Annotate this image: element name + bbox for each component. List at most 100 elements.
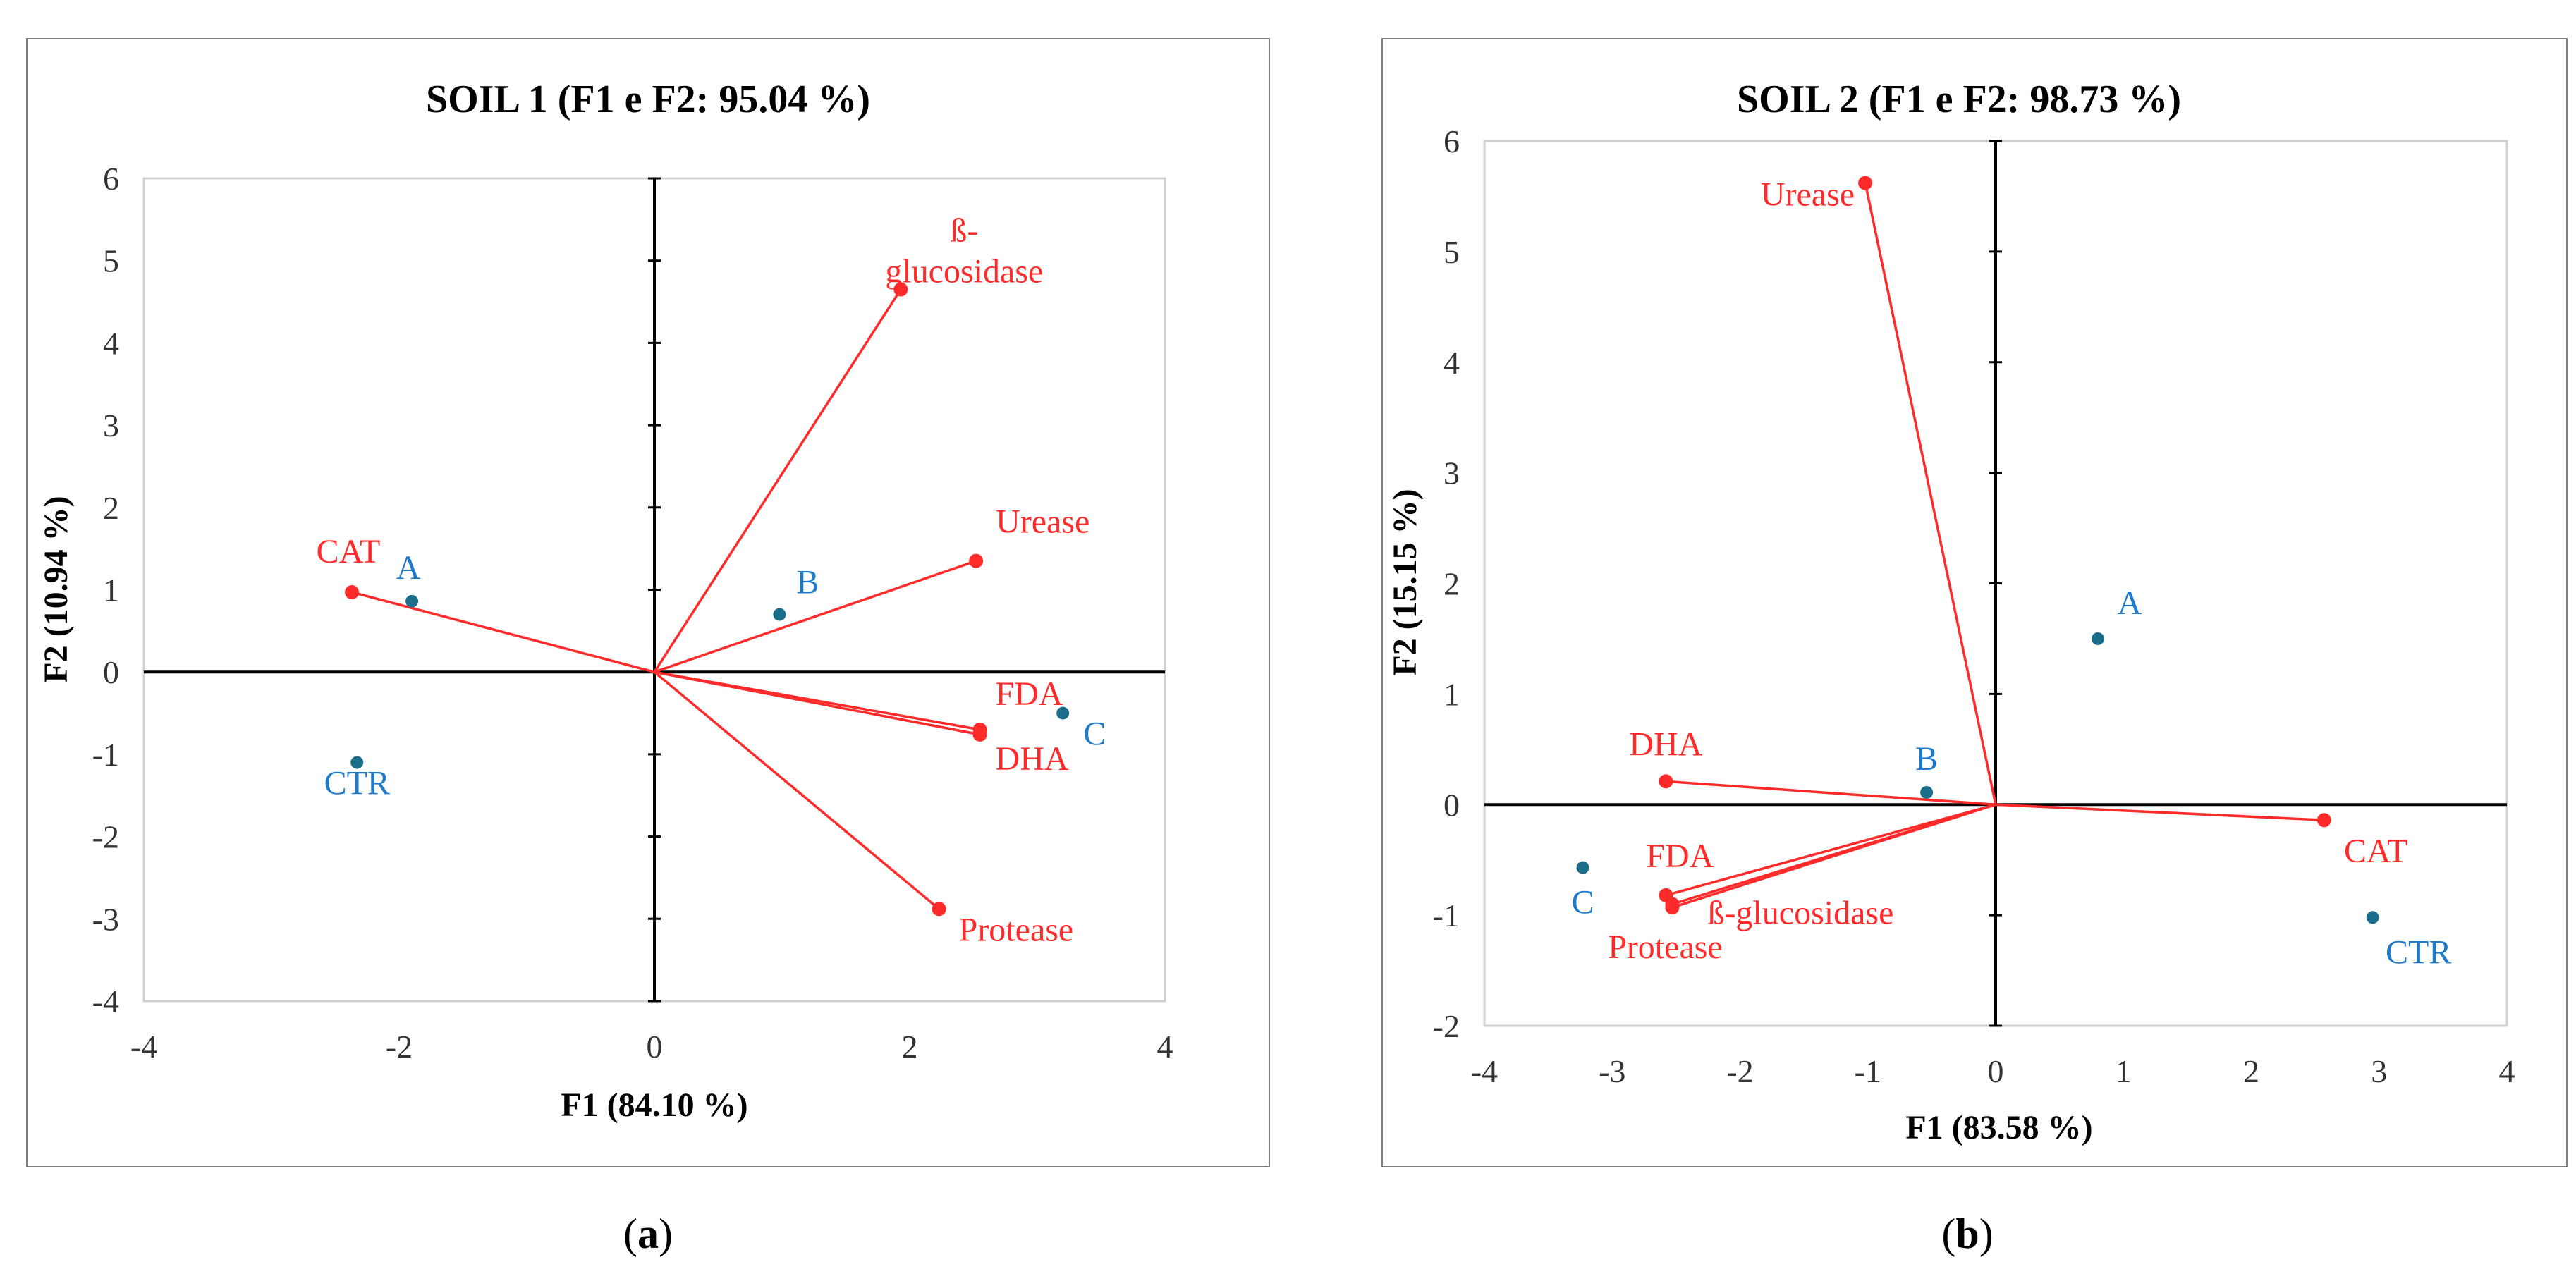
observation-label-ctr: CTR (2386, 933, 2451, 971)
observation-label-c: C (1083, 716, 1106, 753)
vector-line--glucosidase (653, 288, 902, 673)
y-tick-label: 6 (1443, 123, 1460, 159)
vector-label--glucosidase: ß-glucosidase (885, 212, 1043, 290)
x-tick-label: 0 (1988, 1053, 2004, 1089)
y-tick-label: 0 (1443, 787, 1460, 823)
observation-label-b: B (796, 564, 819, 601)
vector-line-dha (1666, 780, 1996, 806)
caption-a-open: ( (623, 1210, 637, 1257)
caption-b: (b) (1941, 1210, 1993, 1257)
chart-title: SOIL 2 (F1 e F2: 98.73 %) (1737, 78, 2181, 121)
observation-point-c (1056, 706, 1070, 720)
x-tick-label: -3 (1599, 1053, 1625, 1089)
vector-line-urease (654, 560, 977, 673)
y-tick-label: 6 (103, 161, 119, 197)
y-tick-label: 1 (103, 572, 119, 608)
y-tick-label: 2 (103, 490, 119, 526)
y-tick-label: 0 (103, 654, 119, 690)
x-tick-label: -2 (386, 1029, 413, 1065)
x-tick-label: -4 (1471, 1053, 1498, 1089)
y-tick-label: 4 (1443, 345, 1460, 381)
vector-point-dha (1659, 774, 1673, 789)
vector-line-urease (1864, 183, 1997, 805)
observation-point-b (1920, 785, 1934, 799)
vector-line-fda (1665, 803, 1996, 897)
x-tick-label: -2 (1726, 1053, 1753, 1089)
vector-label-urease: Urease (996, 503, 1089, 541)
vector-point-cat (2316, 813, 2331, 828)
vector-point-urease (969, 553, 984, 568)
x-tick-label: -1 (1855, 1053, 1881, 1089)
vector-line-protease (1671, 803, 1996, 909)
caption-b-close: ) (1979, 1210, 1994, 1257)
panel-frame (1381, 38, 2568, 1167)
caption-a-close: ) (659, 1210, 673, 1257)
vector-point-cat (345, 585, 360, 600)
vector-point-urease (1858, 176, 1873, 190)
y-tick-label: 1 (1443, 676, 1460, 712)
caption-b-open: ( (1941, 1210, 1955, 1257)
observation-point-ctr (350, 756, 364, 769)
panel-frame (26, 38, 1270, 1167)
vector-label--glucosidase: ß-glucosidase (1707, 894, 1893, 931)
vector-label-cat: CAT (2344, 833, 2408, 870)
y-tick-label: -2 (92, 819, 119, 855)
x-tick-label: 0 (647, 1029, 663, 1065)
vector-point-protease (932, 902, 946, 917)
y-tick-label: -4 (92, 983, 119, 1019)
y-tick-label: 3 (103, 407, 119, 443)
x-tick-label: 1 (2116, 1053, 2132, 1089)
y-tick-label: -3 (92, 901, 119, 937)
y-axis-title: F2 (15.15 %) (1386, 489, 1424, 675)
x-axis-title: F1 (84.10 %) (561, 1086, 747, 1124)
x-tick-label: 4 (2499, 1053, 2515, 1089)
y-tick-label: 4 (103, 325, 119, 361)
vector-label-dha: DHA (996, 740, 1069, 778)
caption-a-letter: a (637, 1210, 659, 1257)
vector-label-urease: Urease (1761, 176, 1855, 214)
vector-label-protease: Protease (1608, 928, 1723, 966)
y-tick-label: -1 (92, 737, 119, 773)
vector-line-cat (1995, 803, 2324, 821)
caption-b-letter: b (1955, 1210, 1979, 1257)
vector-label-protease: Protease (959, 911, 1074, 948)
x-tick-label: 3 (2371, 1053, 2387, 1089)
y-axis-title: F2 (10.94 %) (37, 496, 75, 682)
vector-line-dha (654, 670, 980, 736)
y-tick-label: 3 (1443, 455, 1460, 491)
observation-label-a: A (2118, 584, 2142, 622)
caption-a: (a) (623, 1210, 673, 1257)
vector-label-cat: CAT (317, 533, 381, 570)
panel-soil-2: SOIL 2 (F1 e F2: 98.73 %) F1 (83.58 %) F… (1381, 38, 2568, 1167)
vector-point-protease (1665, 900, 1680, 915)
y-tick-label: 5 (1443, 234, 1460, 270)
vector-point-dha (972, 727, 987, 742)
vector-label-fda: FDA (996, 675, 1063, 713)
x-tick-label: 2 (902, 1029, 918, 1065)
x-tick-label: -4 (130, 1029, 157, 1065)
observation-label-b: B (1915, 740, 1938, 778)
x-axis-title: F1 (83.58 %) (1905, 1109, 2092, 1146)
y-tick-label: 2 (1443, 566, 1460, 602)
chart-title: SOIL 1 (F1 e F2: 95.04 %) (426, 78, 870, 121)
vector-label-fda: FDA (1646, 838, 1714, 875)
vector-point--glucosidase (893, 282, 908, 297)
vector-line-cat (351, 591, 655, 673)
observation-point-c (1576, 861, 1589, 874)
x-tick-label: 2 (2243, 1053, 2259, 1089)
observation-label-ctr: CTR (324, 765, 390, 802)
observation-point-a (405, 594, 419, 608)
y-tick-label: -2 (1433, 1008, 1460, 1044)
y-tick-label: 5 (103, 243, 119, 279)
y-tick-label: -1 (1433, 897, 1460, 933)
observation-point-b (773, 608, 786, 621)
panel-soil-1: SOIL 1 (F1 e F2: 95.04 %) F1 (84.10 %) F… (26, 38, 1270, 1167)
observation-point-ctr (2366, 911, 2379, 924)
observation-point-a (2092, 632, 2104, 645)
vector-line-protease (653, 670, 940, 910)
observation-label-a: A (396, 549, 421, 587)
x-tick-label: 4 (1157, 1029, 1173, 1065)
vector-label-dha: DHA (1629, 725, 1702, 763)
observation-label-c: C (1572, 884, 1594, 921)
